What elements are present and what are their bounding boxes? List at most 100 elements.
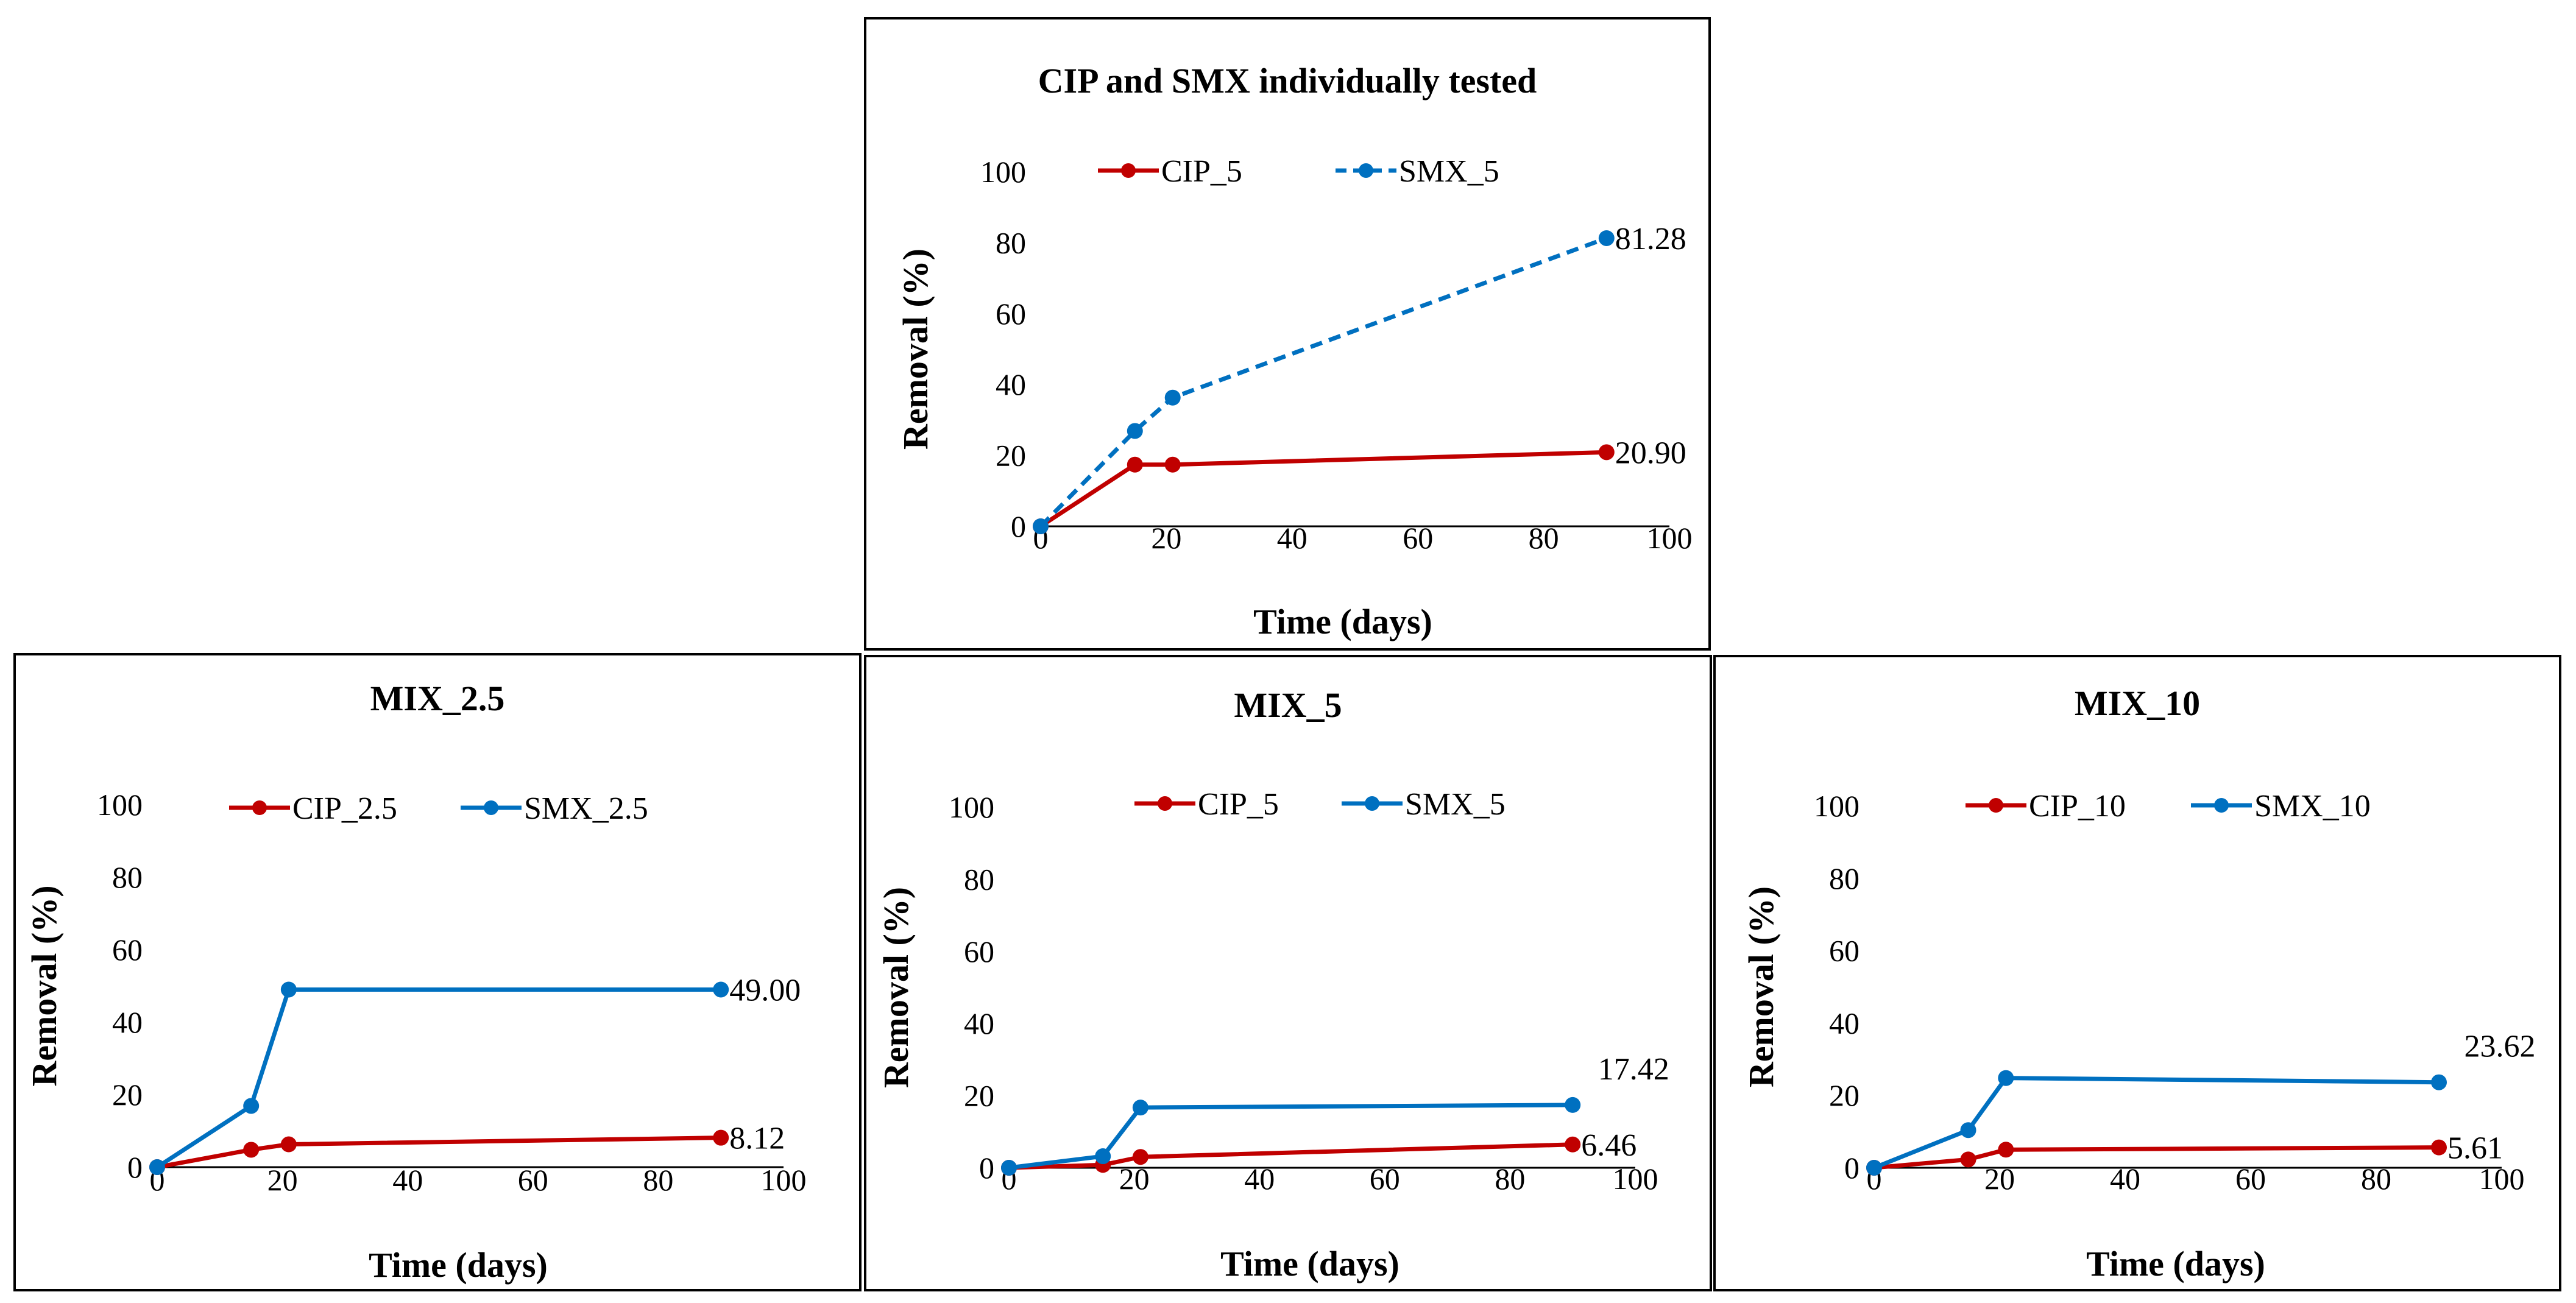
x-tick-label: 20 bbox=[1151, 521, 1181, 555]
legend-entry: SMX_2.5 bbox=[461, 791, 648, 826]
legend-label: CIP_2.5 bbox=[292, 791, 397, 826]
data-point bbox=[713, 981, 729, 998]
legend-entry: CIP_10 bbox=[1966, 789, 2126, 824]
data-point bbox=[1033, 518, 1049, 534]
chart-svg-individual: CIP and SMX individually tested 0 20 40 60 80… bbox=[896, 61, 1693, 641]
legend-marker bbox=[1158, 796, 1172, 811]
chart-title: MIX_5 bbox=[1234, 685, 1342, 725]
y-tick-label: 0 bbox=[979, 1151, 994, 1185]
x-tick-label: 100 bbox=[1647, 521, 1693, 555]
data-point bbox=[2431, 1074, 2447, 1090]
x-tick-label: 40 bbox=[1277, 521, 1307, 555]
legend-marker bbox=[252, 800, 267, 815]
chart-title: MIX_10 bbox=[2075, 683, 2200, 723]
legend-marker bbox=[1121, 163, 1136, 178]
legend-marker bbox=[1989, 798, 2003, 813]
data-point bbox=[1127, 423, 1143, 439]
data-point bbox=[713, 1129, 729, 1146]
data-point bbox=[1598, 230, 1615, 246]
x-tick-label: 100 bbox=[761, 1163, 807, 1197]
data-point bbox=[1127, 456, 1143, 473]
legend-label: SMX_5 bbox=[1399, 154, 1499, 189]
y-tick-label: 80 bbox=[996, 225, 1026, 260]
data-point bbox=[1164, 456, 1181, 473]
data-point bbox=[1598, 444, 1615, 461]
x-tick-label: 60 bbox=[518, 1163, 548, 1197]
y-tick-label: 100 bbox=[949, 790, 994, 824]
x-tick-label: 20 bbox=[1119, 1162, 1150, 1196]
series-line bbox=[1008, 1142, 1573, 1170]
x-axis-label: Time (days) bbox=[1220, 1244, 1399, 1284]
data-label: 81.28 bbox=[1615, 222, 1686, 256]
legend-entry: CIP_5 bbox=[1098, 154, 1242, 189]
y-axis-label: Removal (%) bbox=[896, 249, 935, 450]
y-tick-label: 60 bbox=[1829, 934, 1859, 968]
x-axis-label: Time (days) bbox=[2086, 1244, 2265, 1284]
y-axis-label: Removal (%) bbox=[876, 887, 916, 1088]
x-tick-label: 40 bbox=[392, 1163, 423, 1197]
y-tick-label: 40 bbox=[996, 367, 1026, 401]
y-tick-label: 0 bbox=[1011, 509, 1026, 543]
legend-marker bbox=[1365, 796, 1379, 811]
series-line bbox=[1008, 1103, 1573, 1170]
series-line bbox=[1873, 1076, 2440, 1170]
x-tick-label: 20 bbox=[267, 1163, 298, 1197]
chart-title: CIP and SMX individually tested bbox=[1038, 61, 1537, 101]
data-point bbox=[1998, 1142, 2014, 1158]
data-point bbox=[1132, 1149, 1148, 1165]
series-line bbox=[157, 1135, 721, 1170]
data-label: 17.42 bbox=[1598, 1052, 1669, 1087]
y-tick-label: 100 bbox=[980, 155, 1026, 189]
data-point bbox=[243, 1098, 260, 1114]
y-axis-label: Removal (%) bbox=[24, 885, 64, 1086]
x-axis-label: Time (days) bbox=[369, 1245, 548, 1285]
legend-label: CIP_5 bbox=[1198, 787, 1279, 822]
data-label: 8.12 bbox=[729, 1121, 785, 1156]
data-point bbox=[1164, 389, 1181, 406]
data-point bbox=[280, 1136, 297, 1153]
legend-entry: SMX_5 bbox=[1336, 154, 1499, 189]
y-tick-label: 80 bbox=[112, 860, 143, 894]
series-line bbox=[1039, 236, 1608, 528]
y-tick-label: 100 bbox=[1814, 789, 1859, 823]
y-tick-label: 80 bbox=[964, 862, 994, 896]
x-tick-label: 100 bbox=[1613, 1162, 1658, 1196]
y-tick-label: 60 bbox=[996, 297, 1026, 331]
data-point bbox=[1095, 1148, 1111, 1165]
legend-marker bbox=[2214, 798, 2229, 813]
data-label: 20.90 bbox=[1615, 436, 1686, 470]
y-tick-label: 20 bbox=[964, 1079, 994, 1113]
legend-label: CIP_5 bbox=[1161, 154, 1242, 189]
data-point bbox=[1960, 1151, 1976, 1168]
legend-label: SMX_5 bbox=[1405, 787, 1506, 822]
data-point bbox=[280, 981, 297, 998]
y-tick-label: 60 bbox=[964, 934, 994, 969]
chart-panel-mix-10: MIX_10 0 20 40 60 80 100 0 20 40 60 80 100 Time (days… bbox=[1713, 655, 2561, 1291]
data-label: 49.00 bbox=[729, 973, 801, 1008]
legend-entry: SMX_10 bbox=[2191, 789, 2371, 824]
y-tick-label: 40 bbox=[1829, 1006, 1859, 1040]
data-point bbox=[1565, 1136, 1581, 1153]
x-tick-label: 60 bbox=[1370, 1162, 1400, 1196]
legend-marker bbox=[1359, 163, 1373, 178]
data-point bbox=[1998, 1070, 2014, 1086]
y-tick-label: 40 bbox=[964, 1006, 994, 1040]
y-tick-label: 0 bbox=[1844, 1151, 1859, 1185]
x-tick-label: 80 bbox=[643, 1163, 673, 1197]
x-tick-label: 80 bbox=[1529, 521, 1559, 555]
legend-label: SMX_2.5 bbox=[524, 791, 648, 826]
y-tick-label: 0 bbox=[127, 1150, 143, 1184]
chart-panel-mix-5: MIX_5 0 20 40 60 80 100 0 20 40 60 80 100 Time (days)… bbox=[864, 655, 1712, 1291]
x-tick-label: 80 bbox=[1495, 1162, 1525, 1196]
data-label: 6.46 bbox=[1581, 1128, 1637, 1163]
chart-panel-individual: CIP and SMX individually tested 0 20 40 60 80… bbox=[864, 17, 1711, 651]
data-point bbox=[149, 1159, 165, 1175]
y-tick-label: 80 bbox=[1829, 861, 1859, 895]
series-line bbox=[1874, 1145, 2440, 1170]
y-tick-label: 20 bbox=[1829, 1078, 1859, 1112]
x-tick-label: 60 bbox=[1403, 521, 1433, 555]
data-point bbox=[2431, 1139, 2447, 1156]
